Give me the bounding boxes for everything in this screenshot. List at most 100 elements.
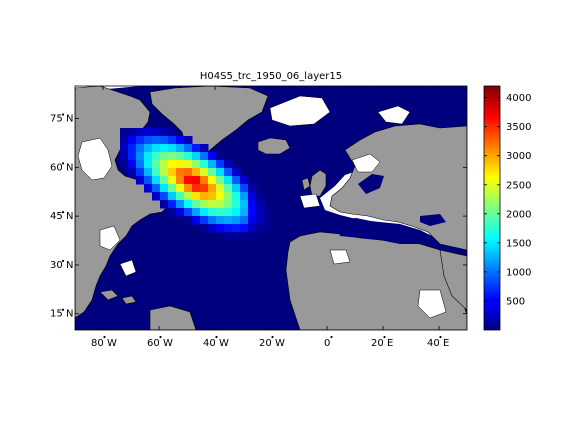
tracer-cell bbox=[192, 176, 201, 185]
lat-label: 15 bbox=[50, 309, 63, 320]
tracer-cell bbox=[152, 192, 161, 201]
degree-symbol bbox=[330, 335, 333, 339]
tracer-cell bbox=[256, 200, 265, 209]
lon-label: 20 bbox=[371, 338, 384, 349]
tracer-cell bbox=[128, 160, 137, 169]
tracer-cell bbox=[248, 192, 257, 201]
tracer-cell bbox=[216, 216, 225, 225]
tracer-cell bbox=[232, 232, 241, 241]
tracer-cell bbox=[160, 192, 169, 201]
tracer-cell bbox=[168, 160, 177, 169]
tracer-cell bbox=[224, 224, 233, 233]
tracer-cell bbox=[224, 192, 233, 201]
tracer-cell bbox=[184, 200, 193, 209]
tracer-cell bbox=[232, 200, 241, 209]
tracer-cell bbox=[168, 128, 177, 137]
degree-symbol bbox=[61, 211, 65, 214]
tracer-cell bbox=[224, 184, 233, 193]
tracer-cell bbox=[176, 136, 185, 145]
tracer-cell bbox=[216, 184, 225, 193]
tracer-cell bbox=[208, 168, 217, 177]
degree-symbol bbox=[383, 335, 386, 339]
tracer-cell bbox=[232, 168, 241, 177]
degree-symbol bbox=[103, 335, 106, 339]
tracer-cell bbox=[192, 152, 201, 161]
tracer-cell bbox=[184, 184, 193, 193]
tracer-cell bbox=[192, 160, 201, 169]
tracer-cell bbox=[184, 144, 193, 153]
tracer-cell bbox=[160, 152, 169, 161]
tracer-cell bbox=[216, 224, 225, 233]
tracer-cell bbox=[224, 160, 233, 169]
tracer-cell bbox=[240, 200, 249, 209]
lat-label: 75 bbox=[50, 114, 63, 125]
lat-hemisphere: N bbox=[66, 211, 73, 222]
colorbar-tick-label: 3000 bbox=[506, 151, 531, 162]
tracer-cell bbox=[128, 144, 137, 153]
tracer-cell bbox=[176, 192, 185, 201]
tracer-cell bbox=[168, 184, 177, 193]
tracer-cell bbox=[224, 168, 233, 177]
colorbar-tick-label: 2500 bbox=[506, 180, 531, 191]
tracer-cell bbox=[224, 232, 233, 241]
tracer-cell bbox=[144, 144, 153, 153]
tracer-cell bbox=[120, 160, 129, 169]
tracer-cell bbox=[168, 144, 177, 153]
lon-hemisphere: W bbox=[275, 338, 285, 349]
lat-hemisphere: N bbox=[66, 260, 73, 271]
tracer-cell bbox=[168, 136, 177, 145]
tracer-cell bbox=[216, 168, 225, 177]
tracer-cell bbox=[168, 168, 177, 177]
colorbar: 500 1000 1500 2000 2500 3000 3500 4000 bbox=[483, 85, 531, 331]
tracer-cell bbox=[176, 184, 185, 193]
tracer-cell bbox=[152, 136, 161, 145]
tracer-cell bbox=[264, 224, 273, 233]
lon-hemisphere: W bbox=[219, 338, 229, 349]
tracer-cell bbox=[216, 208, 225, 217]
longitude-axis: 80 W 60 W 40 W 20 W 0 20 E 40 E bbox=[91, 86, 449, 349]
tracer-cell bbox=[248, 232, 257, 241]
lat-label: 60 bbox=[50, 162, 63, 173]
tracer-cell bbox=[240, 208, 249, 217]
tracer-cell bbox=[200, 192, 209, 201]
tracer-cell bbox=[256, 224, 265, 233]
tracer-cell bbox=[176, 208, 185, 217]
lon-label: 40 bbox=[203, 338, 216, 349]
figure-title: H04S5_trc_1950_06_layer15 bbox=[200, 71, 342, 82]
tracer-cell bbox=[192, 168, 201, 177]
tracer-cell bbox=[208, 160, 217, 169]
tracer-cell bbox=[192, 200, 201, 209]
tracer-cell bbox=[208, 176, 217, 185]
degree-symbol bbox=[271, 335, 274, 339]
tracer-cell bbox=[144, 176, 153, 185]
tracer-cell bbox=[152, 160, 161, 169]
tracer-cell bbox=[152, 144, 161, 153]
lon-label: 0 bbox=[324, 338, 330, 349]
tracer-cell bbox=[208, 224, 217, 233]
tracer-cell bbox=[200, 144, 209, 153]
tracer-cell bbox=[120, 152, 129, 161]
tracer-cell bbox=[248, 216, 257, 225]
tracer-cell bbox=[216, 200, 225, 209]
tracer-cell bbox=[184, 136, 193, 145]
tracer-cell bbox=[176, 144, 185, 153]
tracer-cell bbox=[224, 208, 233, 217]
tracer-cell bbox=[232, 208, 241, 217]
inland-seas bbox=[336, 174, 446, 244]
degree-symbol bbox=[215, 335, 218, 339]
lon-hemisphere: E bbox=[387, 338, 393, 349]
tracer-cell bbox=[208, 200, 217, 209]
colorbar-tick-label: 4000 bbox=[506, 93, 531, 104]
tracer-cell bbox=[200, 152, 209, 161]
colorbar-ticks: 500 1000 1500 2000 2500 3000 3500 4000 bbox=[484, 93, 531, 307]
tracer-cell bbox=[144, 128, 153, 137]
lat-hemisphere: N bbox=[66, 162, 73, 173]
lat-label: 45 bbox=[50, 211, 63, 222]
degree-symbol bbox=[61, 113, 65, 116]
lon-label: 20 bbox=[259, 338, 272, 349]
tracer-cell bbox=[184, 216, 193, 225]
tracer-cell bbox=[152, 128, 161, 137]
tracer-cell bbox=[232, 224, 241, 233]
tracer-cell bbox=[248, 224, 257, 233]
colorbar-tick-label: 1000 bbox=[506, 267, 531, 278]
